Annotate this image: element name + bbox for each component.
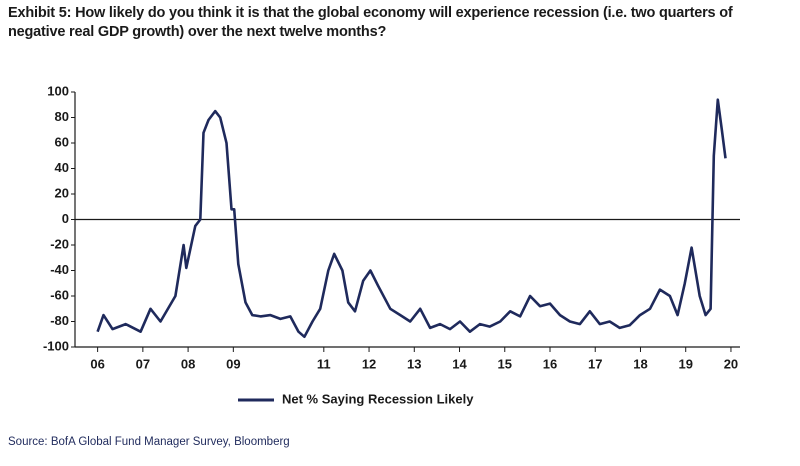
x-tick-label: 08 (181, 356, 195, 371)
y-tick-label: -40 (50, 262, 69, 277)
x-tick-label: 20 (724, 356, 738, 371)
chart-title: Exhibit 5: How likely do you think it is… (8, 5, 733, 40)
source-note: Source: BofA Global Fund Manager Survey,… (8, 436, 290, 448)
x-tick-label: 14 (452, 356, 467, 371)
y-tick-label: 80 (55, 109, 69, 124)
x-tick-label: 17 (588, 356, 602, 371)
x-tick-label: 18 (633, 356, 647, 371)
y-tick-label: -20 (50, 236, 69, 251)
y-tick-label: 100 (47, 83, 69, 98)
y-tick-label: -80 (50, 313, 69, 328)
x-tick-label: 19 (678, 356, 692, 371)
x-tick-label: 15 (498, 356, 512, 371)
y-tick-label: -100 (43, 338, 69, 353)
legend-label: Net % Saying Recession Likely (282, 391, 474, 406)
y-tick-label: -60 (50, 287, 69, 302)
x-tick-label: 16 (543, 356, 557, 371)
data-line (96, 98, 727, 339)
x-tick-label: 09 (226, 356, 240, 371)
y-tick-label: 40 (55, 160, 69, 175)
y-tick-label: 60 (55, 134, 69, 149)
y-tick-label: 20 (55, 185, 69, 200)
x-tick-label: 06 (90, 356, 104, 371)
x-tick-label: 07 (136, 356, 150, 371)
y-tick-label: 0 (62, 211, 69, 226)
chart: 100 80 60 40 20 0 -20 -40 -60 -80 -100 06 07 08 09 11 12… (43, 83, 740, 406)
x-tick-label: 12 (362, 356, 376, 371)
x-tick-label: 11 (317, 356, 331, 371)
x-tick-label: 13 (407, 356, 421, 371)
